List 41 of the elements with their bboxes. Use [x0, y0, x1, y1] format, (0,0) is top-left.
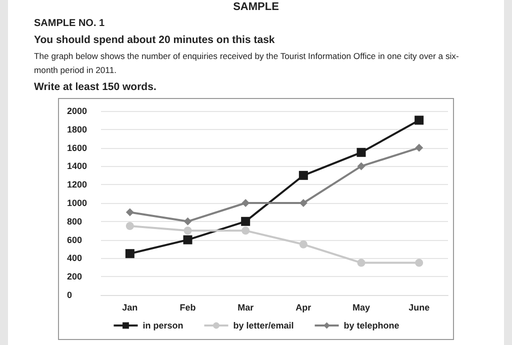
- x-tick-label: May: [352, 302, 370, 312]
- point: [414, 116, 424, 125]
- point: [241, 216, 250, 226]
- x-tick-label: Apr: [296, 302, 312, 312]
- point: [415, 144, 424, 152]
- legend-label: by telephone: [344, 320, 400, 330]
- y-tick-label: 1800: [67, 124, 88, 134]
- y-tick-label: 200: [67, 272, 82, 282]
- text: You should spend about 20 minutes on this task: [34, 34, 275, 46]
- text: The graph below shows the number of enquiries received by the Tourist Information Office in one city over a six-month period in 2011.: [34, 50, 460, 77]
- y-tick-label: 1600: [67, 142, 88, 153]
- point: [357, 162, 366, 170]
- point: [299, 240, 308, 248]
- chart-title: SAMPLE: [232, 1, 280, 13]
- x-tick-label: Jan: [122, 302, 138, 312]
- y-tick-label: 0: [67, 290, 72, 300]
- point: [183, 235, 192, 244]
- point: [242, 226, 250, 235]
- y-tick-label: 800: [67, 216, 82, 226]
- point: [184, 217, 192, 226]
- y-tick-label: 1200: [67, 180, 88, 190]
- point: [298, 170, 308, 180]
- y-tick-label: 400: [67, 253, 82, 264]
- point: [126, 208, 134, 216]
- y-tick-label: 2000: [67, 106, 88, 116]
- legend-label: by letter/email: [233, 320, 294, 330]
- point: [125, 249, 134, 258]
- y-tick-label: 600: [67, 234, 82, 245]
- point: [126, 222, 134, 230]
- point: [415, 258, 424, 267]
- legend-label: in person: [142, 320, 184, 330]
- x-tick-label: June: [408, 302, 430, 312]
- chart-subtitle: SAMPLE NO. 1: [34, 18, 105, 29]
- x-tick-label: Feb: [180, 302, 196, 312]
- x-tick-label: Mar: [238, 302, 254, 312]
- point: [357, 258, 366, 267]
- point: [356, 148, 366, 157]
- y-tick-label: 1400: [67, 161, 88, 172]
- point: [184, 226, 192, 235]
- y-tick-label: 1000: [67, 198, 88, 208]
- text: Write at least 150 words.: [34, 81, 156, 93]
